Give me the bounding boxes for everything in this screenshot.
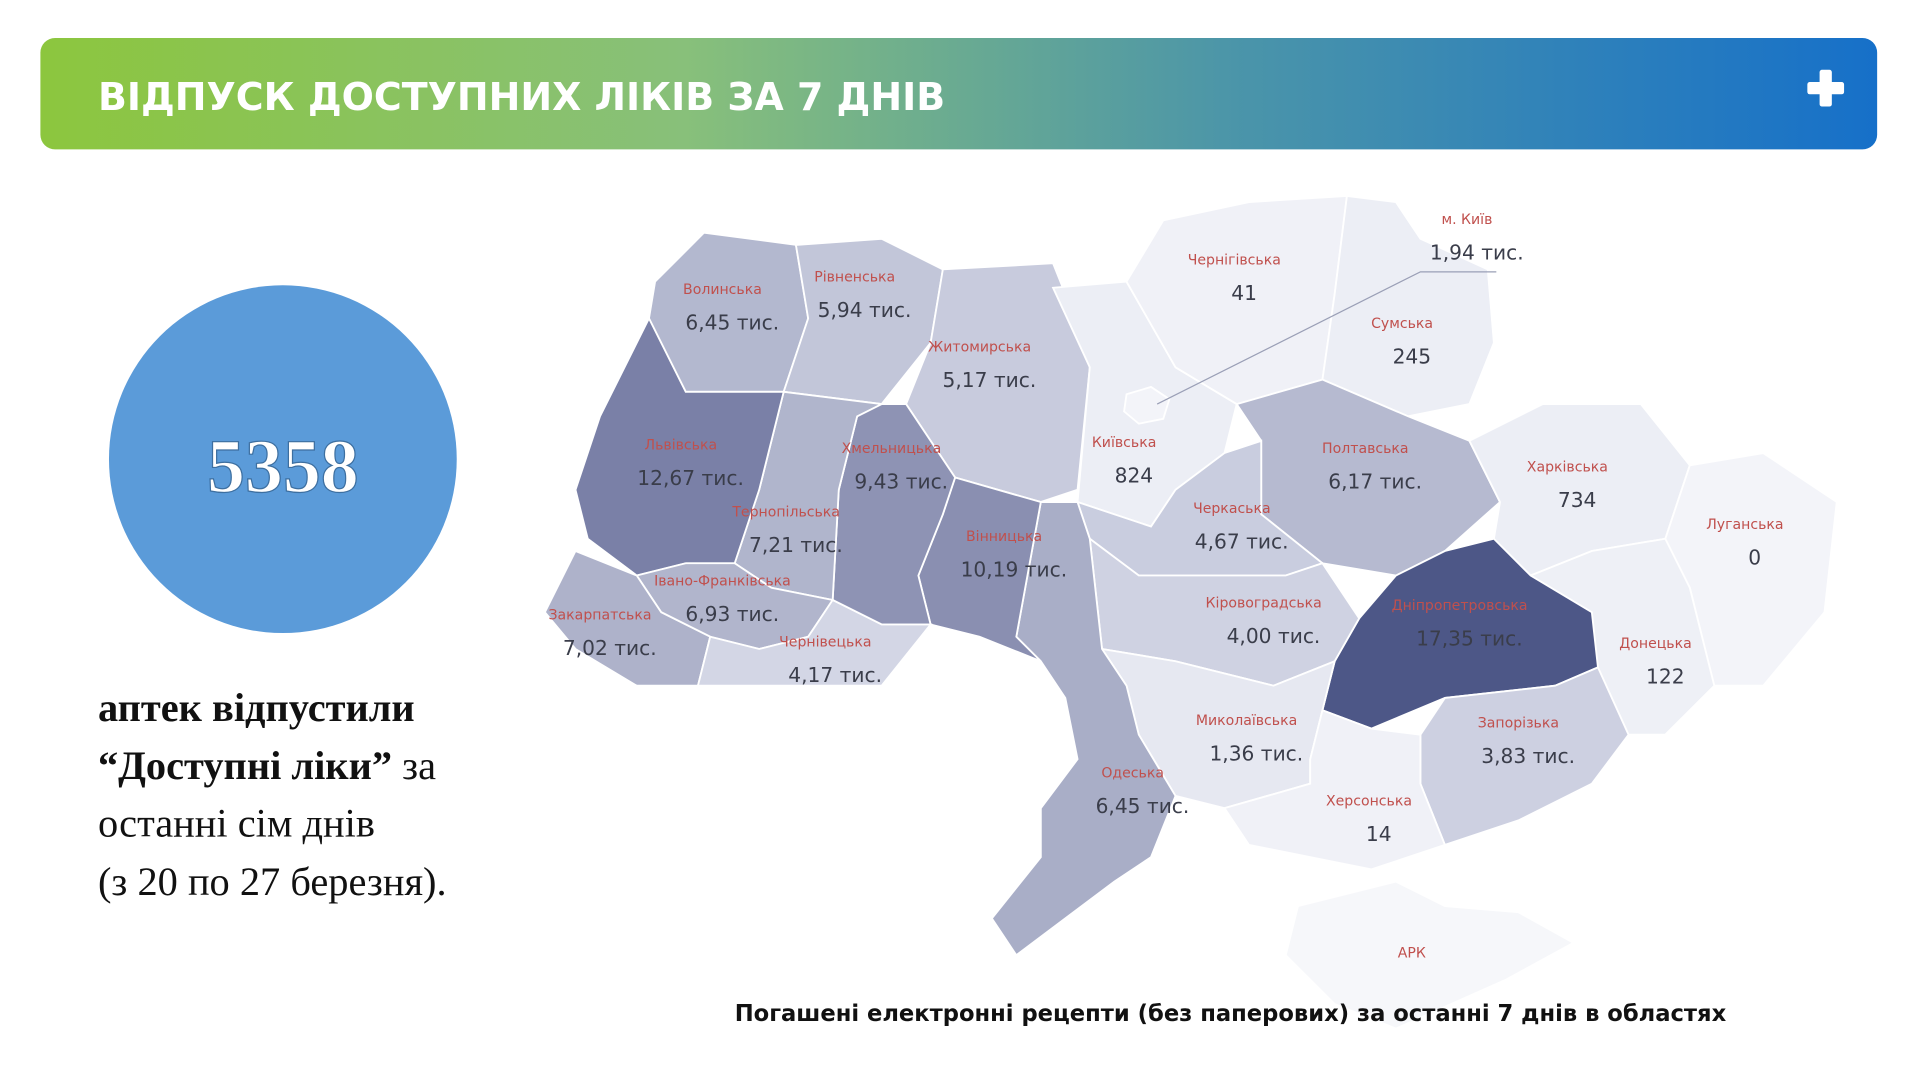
region-name: Волинська <box>683 282 762 298</box>
region-value: 4,00 тис. <box>1227 624 1321 648</box>
stat-caption-rest: за <box>392 743 436 788</box>
header-bar <box>40 37 1878 150</box>
region-shape <box>990 501 1177 957</box>
region-name: Харківська <box>1527 459 1608 475</box>
region-name: Дніпропетровська <box>1392 598 1528 614</box>
region-shape <box>905 262 1091 504</box>
region-value: 7,02 тис. <box>563 636 657 660</box>
region-value: 4,67 тис. <box>1195 530 1289 554</box>
region-name: Івано-Франківська <box>654 573 791 589</box>
region-name: Полтавська <box>1322 441 1408 457</box>
region-name: Одеська <box>1101 766 1164 782</box>
stat-caption-bold: “Доступні ліки” <box>98 743 392 788</box>
region-name: Чернігівська <box>1188 252 1281 268</box>
region-name: Запорізька <box>1478 715 1559 731</box>
region-value: 122 <box>1646 664 1685 688</box>
region-name: Херсонська <box>1326 794 1412 810</box>
stat-circle <box>108 285 457 634</box>
region-value: 0 <box>1748 545 1761 569</box>
map: Волинська 6,45 тис. Рівненська 5,94 тис. Жит… <box>543 194 1838 1030</box>
region-value: 1,94 тис. <box>1430 241 1524 265</box>
region-name: Сумська <box>1371 316 1433 332</box>
leader-line <box>1156 271 1497 405</box>
plus-icon <box>1807 69 1845 107</box>
region-name: Хмельницька <box>842 441 942 457</box>
region-value: 41 <box>1231 281 1257 305</box>
stat-value: 5358 <box>207 425 359 509</box>
region-name: Рівненська <box>814 270 895 286</box>
region-value: 17,35 тис. <box>1416 626 1523 650</box>
region-value: 12,67 тис. <box>637 466 744 490</box>
region-name: Тернопільська <box>731 505 840 521</box>
header-title: ВІДПУСК ДОСТУПНИХ ЛІКІВ ЗА 7 ДНІВ <box>98 75 945 119</box>
region-value: 1,36 тис. <box>1209 741 1303 765</box>
region-name: Вінницька <box>966 529 1042 545</box>
region-value: 10,19 тис. <box>961 558 1068 582</box>
region-name: Донецька <box>1619 636 1692 652</box>
stat-caption: останні сім днів <box>98 800 375 845</box>
region-value: 6,45 тис. <box>1096 794 1190 818</box>
region-shape <box>1123 385 1171 425</box>
region-shape <box>1321 194 1495 418</box>
region-name: Черкаська <box>1193 501 1271 517</box>
region-value: 6,93 тис. <box>685 602 779 626</box>
region-value: 5,94 тис. <box>818 298 912 322</box>
region-name: Кіровоградська <box>1206 595 1322 611</box>
region-name: м. Київ <box>1441 212 1492 228</box>
region-value: 245 <box>1393 345 1432 369</box>
region-value: 3,83 тис. <box>1481 744 1575 768</box>
region-value: 9,43 тис. <box>854 470 948 494</box>
region-shape <box>696 598 933 687</box>
region-name: Луганська <box>1706 517 1783 533</box>
region-value: 6,45 тис. <box>685 310 779 334</box>
region-value: 7,21 тис. <box>749 533 843 557</box>
region-value: 14 <box>1366 822 1392 846</box>
stat-caption: аптек відпустили <box>98 685 415 730</box>
region-value: 6,17 тис. <box>1328 470 1422 494</box>
region-shape <box>1284 880 1576 1030</box>
region-name: Закарпатська <box>549 608 652 624</box>
region-name: Житомирська <box>928 339 1031 355</box>
region-shape <box>782 237 944 406</box>
region-name: Чернівецька <box>779 635 871 651</box>
map-caption: Погашені електронні рецепти (без паперов… <box>735 1001 1727 1027</box>
region-value: 5,17 тис. <box>943 368 1037 392</box>
region-value: 734 <box>1558 488 1597 512</box>
region-name: Львівська <box>645 437 718 453</box>
region-name: Київська <box>1092 435 1157 451</box>
stat-caption: “Доступні ліки” за <box>98 743 436 788</box>
region-name: Миколаївська <box>1196 713 1297 729</box>
region-name: АРК <box>1398 946 1426 962</box>
region-value: 824 <box>1115 463 1154 487</box>
region-shape <box>1223 708 1447 871</box>
region-value: 4,17 тис. <box>788 663 882 687</box>
stat-caption: (з 20 по 27 березня). <box>98 859 447 904</box>
